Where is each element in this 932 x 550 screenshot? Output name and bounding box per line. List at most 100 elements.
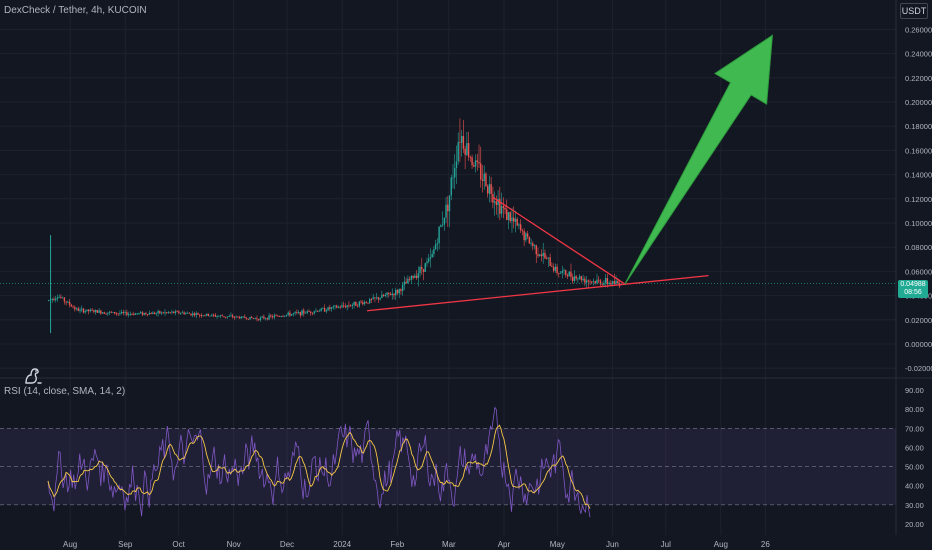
candle-body <box>214 314 217 317</box>
candle-body <box>202 315 204 317</box>
candle-body <box>77 308 79 311</box>
candle-body <box>596 279 598 283</box>
candle-body <box>370 299 373 300</box>
candle-body <box>532 243 534 247</box>
resistance-line <box>492 197 626 285</box>
candle-body <box>421 267 423 270</box>
candle-body <box>388 292 390 294</box>
chart-title: DexCheck / Tether, 4h, KUCOIN <box>4 5 147 16</box>
candle-body <box>528 236 531 244</box>
candle-body <box>417 273 419 279</box>
rsi-tick-label: 30.00 <box>905 501 924 510</box>
candle-body <box>422 269 425 272</box>
candle-body <box>211 314 213 316</box>
candle-body <box>176 311 178 313</box>
candle-body <box>431 254 433 258</box>
candle-body <box>294 312 296 314</box>
candle-body <box>513 217 515 222</box>
candle-body <box>282 316 284 318</box>
rsi-tick-label: 90.00 <box>905 386 924 395</box>
candle-body <box>268 315 270 320</box>
candle-body <box>218 315 220 317</box>
candle-body <box>74 307 76 310</box>
candle-body <box>372 297 374 300</box>
candle-body <box>259 317 262 321</box>
candle-body <box>386 292 388 295</box>
candle-body <box>138 313 140 314</box>
candle-body <box>296 312 298 313</box>
candle-body <box>355 301 357 306</box>
candle-body <box>516 218 518 226</box>
candle-body <box>568 271 570 277</box>
candle-body <box>566 274 569 277</box>
candle-body <box>306 311 308 313</box>
candle-body <box>166 312 168 314</box>
y-tick-label: 0.00000 <box>905 340 932 349</box>
candle-body <box>454 167 456 178</box>
candle-body <box>365 301 367 303</box>
candle-body <box>143 313 145 315</box>
candle-body <box>544 252 546 259</box>
candle-body <box>122 311 125 313</box>
candle-body <box>573 276 576 282</box>
candle-body <box>223 316 225 318</box>
candle-body <box>450 177 452 196</box>
candle-body <box>466 143 468 155</box>
candle-body <box>162 312 164 314</box>
candle-body <box>412 275 414 278</box>
candle-body <box>297 311 300 313</box>
candle-body <box>315 310 317 312</box>
candle-body <box>414 275 416 278</box>
candle-body <box>245 318 248 319</box>
candle-body <box>117 313 119 315</box>
candle-body <box>278 316 281 317</box>
candle-body <box>514 218 517 222</box>
candle-body <box>447 204 449 212</box>
candle-body <box>507 212 510 221</box>
candle-body <box>247 318 249 320</box>
candle-body <box>478 162 480 164</box>
candle-body <box>452 177 454 179</box>
candle-body <box>530 243 532 245</box>
candle-body <box>511 217 513 222</box>
candle-body <box>490 184 492 194</box>
tradingview-dino-icon[interactable] <box>22 366 44 386</box>
candle-body <box>199 314 201 316</box>
currency-button[interactable]: USDT <box>900 3 928 19</box>
candle-body <box>337 306 340 308</box>
candle-body <box>310 311 312 313</box>
candle-body <box>264 318 267 320</box>
y-tick-label: 0.10000 <box>905 219 932 228</box>
candle-body <box>120 311 123 314</box>
candle-body <box>145 313 147 315</box>
candle-body <box>195 313 197 316</box>
candle-body <box>525 233 527 241</box>
candle-body <box>183 312 185 315</box>
candle-body <box>606 278 609 285</box>
y-tick-label: 0.02000 <box>905 316 932 325</box>
candle-body <box>178 311 180 314</box>
candle-body <box>55 298 57 301</box>
x-tick-label: Nov <box>227 540 241 549</box>
candle-body <box>86 309 88 312</box>
candle-body <box>237 316 239 318</box>
candle-body <box>611 281 614 285</box>
candle-body <box>401 284 404 291</box>
candle-body <box>500 206 503 214</box>
candle-body <box>167 312 170 314</box>
candle-body <box>270 315 272 317</box>
candle-body <box>325 310 328 312</box>
candle-body <box>87 309 90 312</box>
candle-body <box>542 252 544 257</box>
candle-body <box>84 311 86 313</box>
candle-body <box>554 266 557 271</box>
rsi-tick-label: 80.00 <box>905 405 924 414</box>
candle-body <box>570 271 572 278</box>
candle-body <box>70 304 73 307</box>
candle-body <box>266 318 269 320</box>
candle-body <box>75 308 78 310</box>
y-tick-label: 0.12000 <box>905 195 932 204</box>
candle-body <box>604 278 607 283</box>
candle-body <box>240 316 243 319</box>
